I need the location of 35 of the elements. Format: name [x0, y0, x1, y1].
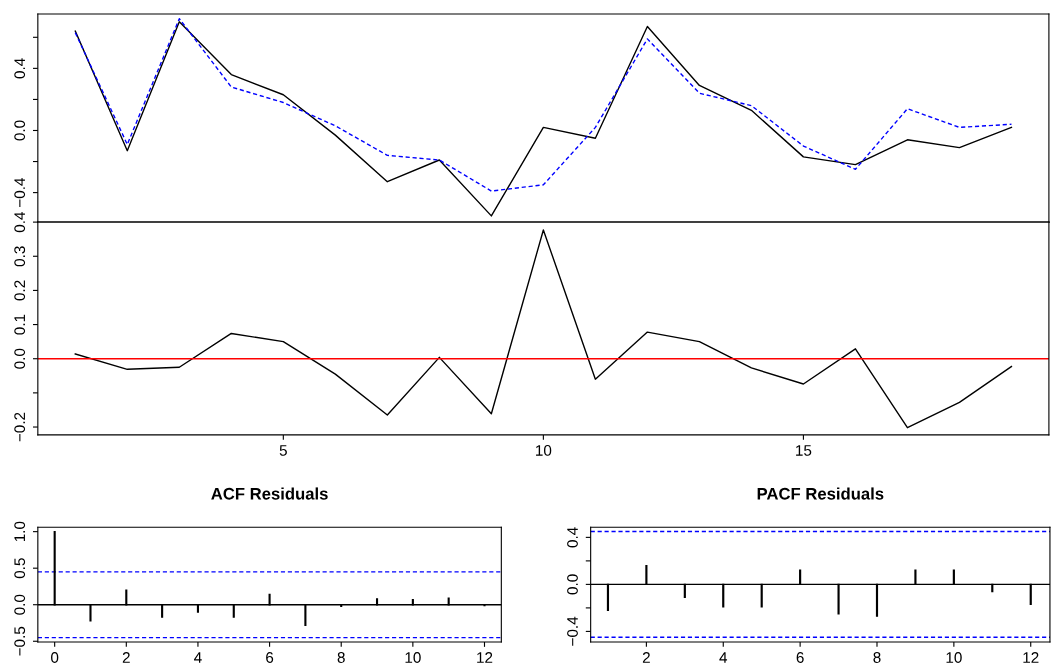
x-tick-label: 12 [1023, 652, 1039, 663]
y-tick-label: 1.0 [14, 521, 26, 542]
x-tick-label: 8 [873, 652, 881, 663]
y-tick-label: −0.4 [14, 177, 26, 207]
x-tick-label: 12 [477, 652, 493, 663]
x-tick-label: 0 [51, 652, 59, 663]
y-tick-label: 0.2 [14, 280, 26, 301]
y-tick-label: 0.0 [14, 348, 26, 369]
x-tick-label: 10 [536, 445, 552, 456]
y-tick-label: 0.3 [14, 246, 26, 267]
x-tick-label: 2 [642, 652, 650, 663]
chart-title: ACF Residuals [211, 487, 328, 500]
x-tick-label: 15 [796, 445, 812, 456]
y-tick-label: 0.4 [14, 58, 26, 79]
y-tick-label: 0.4 [567, 527, 578, 548]
line-series [74, 229, 1013, 429]
y-tick-label: 0.4 [14, 211, 26, 233]
x-tick-label: 6 [266, 652, 274, 663]
x-tick-label: 10 [946, 652, 962, 663]
x-tick-label: 10 [405, 652, 421, 663]
y-tick-label: 0.0 [14, 120, 26, 141]
chart-title: PACF Residuals [757, 487, 884, 500]
x-tick-label: 5 [279, 445, 287, 456]
x-tick-label: 8 [337, 652, 345, 663]
y-tick-label: −0.5 [14, 626, 26, 656]
y-tick-label: −0.4 [567, 616, 578, 646]
x-tick-label: 6 [796, 652, 804, 663]
y-tick-label: −0.2 [14, 412, 26, 442]
y-tick-label: 0.0 [14, 594, 26, 615]
x-tick-label: 4 [719, 652, 728, 663]
x-tick-label: 4 [194, 652, 202, 663]
x-tick-label: 2 [122, 652, 130, 663]
y-tick-label: 0.0 [567, 574, 578, 595]
y-tick-label: 0.5 [14, 558, 26, 579]
y-tick-label: 0.1 [14, 314, 26, 335]
